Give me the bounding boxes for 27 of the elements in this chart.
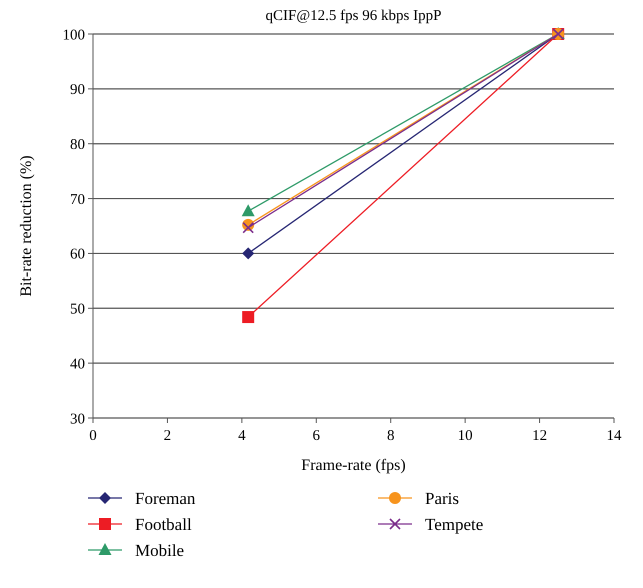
y-tick-label: 100	[62, 27, 85, 44]
x-tick-label: 14	[606, 428, 622, 444]
point	[242, 222, 254, 234]
y-axis-title: Bit-rate reduction (%)	[18, 155, 35, 297]
point	[242, 311, 254, 324]
y-tick-label: 80	[70, 136, 85, 153]
x-tick-label: 10	[458, 428, 473, 444]
y-tick-label: 30	[70, 411, 85, 428]
y-tick-label: 40	[70, 356, 85, 372]
legend-label: Mobile	[135, 540, 184, 560]
legend-label: Tempete	[425, 514, 484, 534]
y-tick-label: 60	[70, 246, 85, 263]
legend-label: Paris	[425, 488, 459, 508]
point	[242, 247, 254, 260]
x-tick-label: 2	[164, 428, 172, 444]
x-tick-label: 0	[89, 428, 97, 444]
x-tick-label: 12	[532, 428, 548, 444]
legend-label: Football	[135, 514, 192, 534]
legend-label: Foreman	[135, 488, 196, 508]
x-tick-label: 4	[238, 428, 246, 444]
x-tick-label: 6	[312, 428, 321, 444]
y-tick-label: 90	[70, 82, 85, 98]
x-tick-label: 8	[386, 428, 394, 444]
x-axis-title: Frame-rate (fps)	[301, 457, 406, 474]
y-tick-label: 50	[70, 302, 85, 318]
chart-title: qCIF@12.5 fps 96 kbps IppP	[266, 8, 442, 24]
y-tick-label: 70	[70, 192, 85, 208]
